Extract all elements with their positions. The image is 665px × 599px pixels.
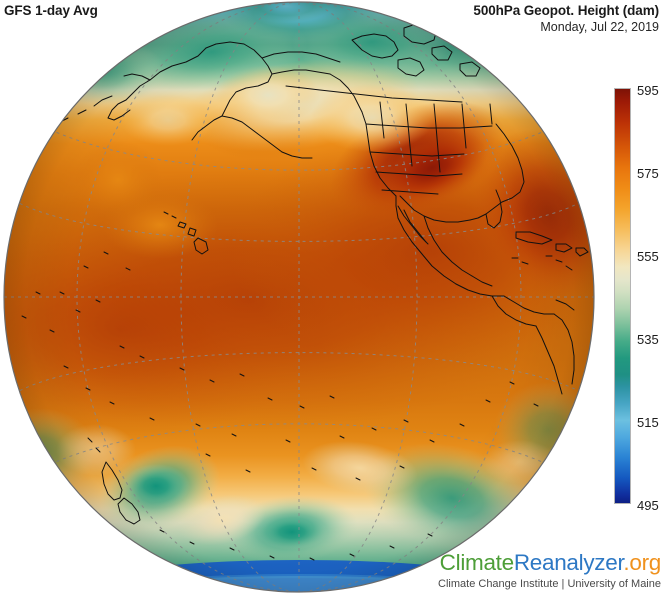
colorbar-tick-595: 595 — [637, 83, 659, 98]
date-label: Monday, Jul 22, 2019 — [540, 20, 659, 34]
globe-map — [3, 1, 595, 593]
logo-wordmark: ClimateReanalyzer.org — [438, 550, 662, 575]
colorbar-tick-495: 495 — [637, 498, 659, 513]
geopotential-height-field — [4, 2, 594, 592]
logo-word-org: .org — [623, 550, 661, 575]
page-title: GFS 1-day Avg — [4, 3, 98, 18]
logo-subtitle: Climate Change Institute | University of… — [438, 578, 661, 590]
climate-reanalyzer-logo[interactable]: ClimateReanalyzer.org Climate Change Ins… — [438, 551, 661, 591]
header-right-block: 500hPa Geopot. Height (dam) Monday, Jul … — [473, 3, 659, 35]
colorbar-tick-575: 575 — [637, 166, 659, 181]
globe-outline — [3, 1, 595, 593]
variable-title: 500hPa Geopot. Height (dam) — [473, 3, 659, 18]
colorbar: 595 575 555 535 515 495 — [612, 84, 665, 514]
colorbar-tick-535: 535 — [637, 332, 659, 347]
colorbar-tick-555: 555 — [637, 249, 659, 264]
colorbar-tick-515: 515 — [637, 415, 659, 430]
colorbar-gradient — [614, 88, 631, 504]
logo-word-climate: Climate — [439, 550, 514, 575]
logo-word-reanalyzer: Reanalyzer — [513, 550, 624, 575]
